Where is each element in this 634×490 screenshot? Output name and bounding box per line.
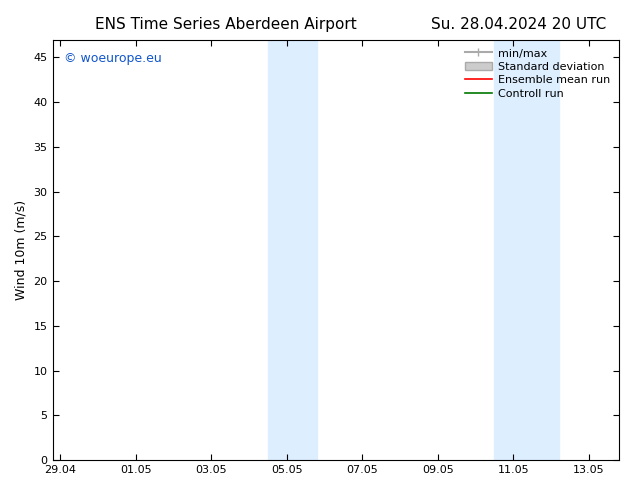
Text: © woeurope.eu: © woeurope.eu [64, 52, 162, 65]
Text: ENS Time Series Aberdeen Airport: ENS Time Series Aberdeen Airport [95, 17, 357, 32]
Y-axis label: Wind 10m (m/s): Wind 10m (m/s) [15, 200, 28, 300]
Bar [268, 40, 317, 460]
Text: Su. 28.04.2024 20 UTC: Su. 28.04.2024 20 UTC [431, 17, 606, 32]
Bar [495, 40, 559, 460]
Legend: min/max, Standard deviation, Ensemble mean run, Controll run: min/max, Standard deviation, Ensemble me… [461, 45, 614, 102]
